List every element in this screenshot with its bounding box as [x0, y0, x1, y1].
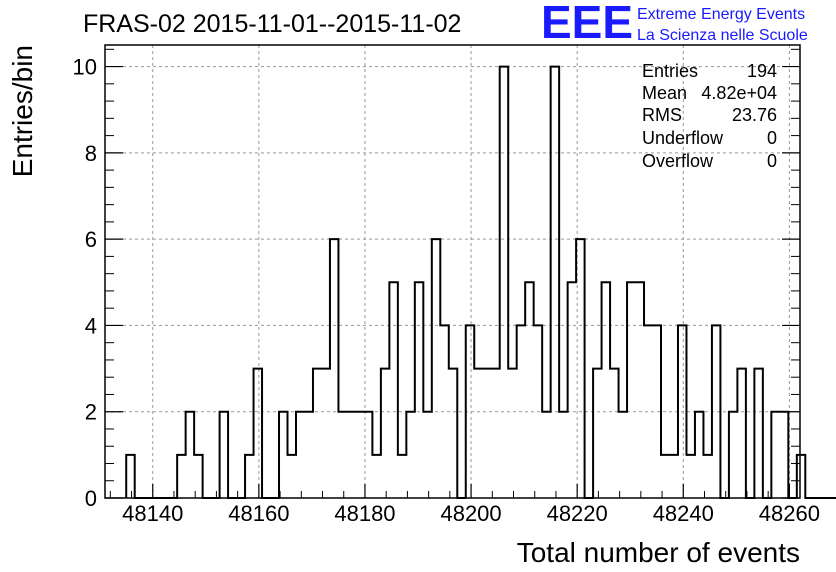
x-tick-label: 48220: [547, 501, 608, 526]
stat-mean-label: Mean: [642, 83, 687, 103]
stat-underflow-label: Underflow: [642, 128, 724, 148]
stats-box: Entries 194 Mean 4.82e+04 RMS 23.76 Unde…: [642, 61, 777, 171]
x-tick-label: 48240: [653, 501, 714, 526]
histogram-series: [125, 65, 836, 499]
stat-rms-value: 23.76: [732, 105, 777, 125]
y-tick-label: 4: [85, 313, 97, 338]
y-tick-label: 8: [85, 141, 97, 166]
stat-underflow-value: 0: [767, 128, 777, 148]
y-axis-label: Entries/bin: [7, 45, 38, 177]
y-tick-label: 6: [85, 227, 97, 252]
chart-title: FRAS-02 2015-11-01--2015-11-02: [83, 10, 461, 38]
axis-ticks: [105, 48, 800, 499]
x-axis-label: Total number of events: [517, 537, 800, 568]
plot-frame: [104, 44, 801, 499]
stat-mean-value: 4.82e+04: [701, 83, 777, 103]
x-tick-label: 48260: [759, 501, 820, 526]
x-tick-label: 48200: [440, 501, 501, 526]
stat-entries-label: Entries: [642, 61, 698, 81]
x-tick-label: 48160: [228, 501, 289, 526]
y-tick-label: 2: [85, 400, 97, 425]
stat-overflow-value: 0: [767, 151, 777, 171]
logo-line-2: La Scienza nelle Scuole: [637, 27, 808, 44]
axis-tick-labels: 48140 48160 48180 48200 48220 48240 48260 0 2 4 6 8…: [73, 55, 820, 526]
stat-overflow-label: Overflow: [642, 151, 714, 171]
x-tick-label: 48180: [334, 501, 395, 526]
y-tick-label: 10: [73, 55, 97, 80]
stat-rms-label: RMS: [642, 105, 682, 125]
x-tick-label: 48140: [122, 501, 183, 526]
y-tick-label: 0: [85, 486, 97, 511]
logo-line-1: Extreme Energy Events: [637, 6, 805, 23]
stat-entries-value: 194: [747, 61, 777, 81]
eee-logo: EEE: [541, 0, 633, 48]
